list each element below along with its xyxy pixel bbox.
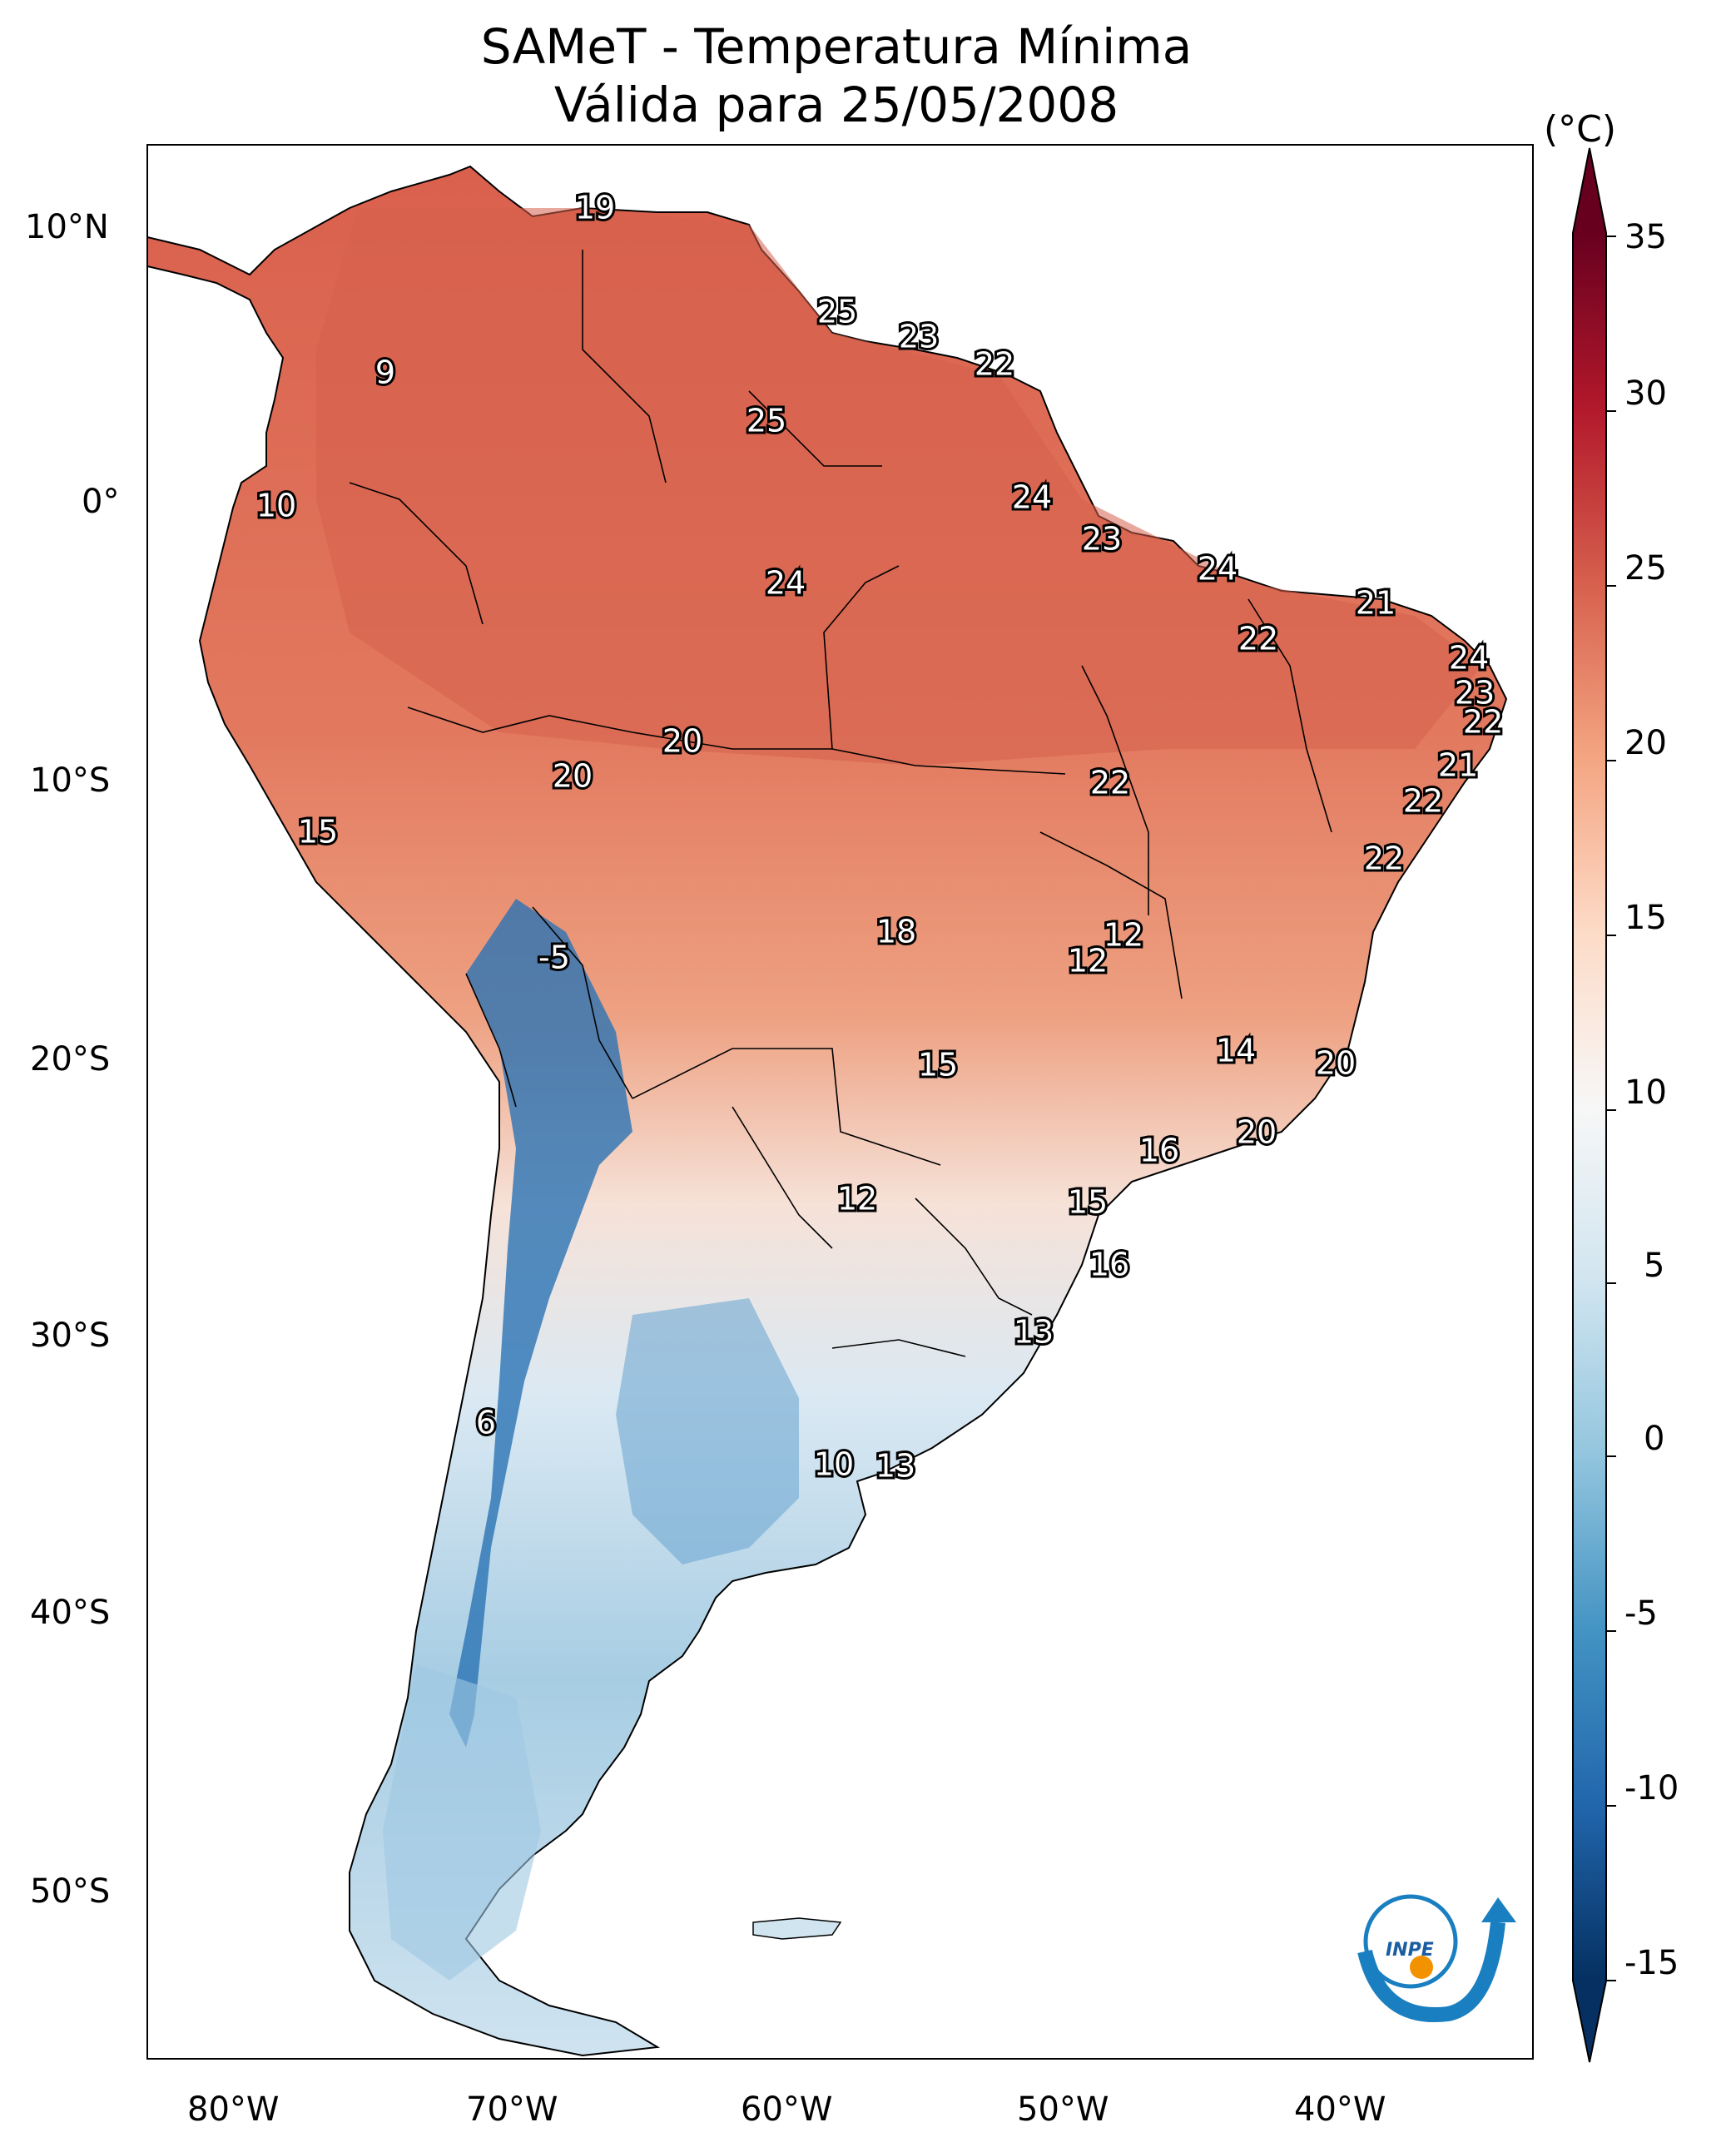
temperature-label: 12 <box>1068 943 1108 979</box>
colorbar-lower-extension <box>1573 1981 1606 2062</box>
temperature-label: 14 <box>1216 1033 1256 1069</box>
lon-tick-label: 70°W <box>466 2090 558 2129</box>
colorbar-ramp <box>1573 233 1606 1981</box>
colorbar-tick-label: 10 <box>1624 1074 1667 1112</box>
lon-tick-label: 80°W <box>187 2090 280 2129</box>
country-borders <box>349 250 1332 1357</box>
temperature-label: 10 <box>814 1446 854 1483</box>
temperature-label: 21 <box>1356 585 1396 622</box>
colorbar-tick-label: 25 <box>1624 549 1667 588</box>
temperature-label: 15 <box>298 814 338 850</box>
pampas-cool-region <box>616 1298 799 1564</box>
temperature-label: 25 <box>746 403 786 439</box>
warm-region <box>316 208 1481 766</box>
temperature-label: 13 <box>1014 1314 1054 1351</box>
inpe-logo: INPE <box>1357 1894 1516 2022</box>
colorbar-upper-extension <box>1573 148 1606 233</box>
lon-tick-label: 50°W <box>1017 2090 1109 2129</box>
map-subtitle: Válida para 25/05/2008 <box>553 77 1119 133</box>
temperature-label: 20 <box>662 723 702 760</box>
temperature-label: -5 <box>538 940 570 976</box>
inpe-logo-text: INPE <box>1386 1940 1434 1961</box>
temperature-label: 20 <box>553 758 593 795</box>
lat-tick-label: 0° <box>82 483 120 521</box>
temperature-label: 18 <box>876 914 916 950</box>
temperature-label: 22 <box>1403 783 1443 820</box>
lat-tick-label: 30°S <box>30 1316 111 1355</box>
temperature-label: 24 <box>1012 479 1052 516</box>
colorbar-tick-label: 0 <box>1644 1420 1665 1458</box>
lat-tick-label: 10°S <box>30 761 111 800</box>
temperature-label: 15 <box>918 1047 958 1083</box>
lat-tick-label: 10°N <box>25 208 109 246</box>
temperature-label: 20 <box>1237 1114 1277 1151</box>
patagonia-cool-region <box>383 1664 541 1981</box>
colorbar-tick-label: 30 <box>1624 374 1667 413</box>
temperature-label: 12 <box>837 1181 877 1217</box>
temperature-label: 23 <box>1455 675 1495 712</box>
temperature-label: 24 <box>1449 640 1489 677</box>
andes-cold-region <box>449 899 632 1748</box>
temperature-label: 22 <box>975 346 1014 383</box>
temperature-label: 22 <box>1090 765 1130 801</box>
temperature-label: 22 <box>1364 840 1404 877</box>
colorbar-unit-label: (°C) <box>1544 108 1617 151</box>
colorbar-outline <box>1572 147 1607 2063</box>
temperature-label: 16 <box>1089 1247 1129 1283</box>
temperature-label: 21 <box>1438 747 1478 784</box>
temperature-value-labels: 19 25 23 22 9 25 10 24 23 24 24 21 22 24… <box>254 187 1505 1487</box>
temperature-label: 24 <box>766 565 806 602</box>
temperature-label: 24 <box>1198 551 1238 588</box>
colorbar-tick-label: -15 <box>1624 1944 1679 1982</box>
temperature-label: 23 <box>1082 521 1122 558</box>
temperature-label: 9 <box>375 355 395 391</box>
temperature-label: 23 <box>899 319 939 355</box>
lat-tick-label: 40°S <box>30 1594 111 1632</box>
colorbar-ticks <box>1606 236 1616 1981</box>
temperature-label: 20 <box>1316 1045 1356 1082</box>
map-title: SAMeT - Temperatura Mínima <box>480 18 1193 75</box>
temperature-label: 22 <box>1238 621 1278 657</box>
colorbar-tick-label: 20 <box>1624 724 1667 762</box>
temperature-label: 15 <box>1068 1184 1108 1221</box>
temperature-label: 16 <box>1139 1133 1179 1169</box>
colorbar-tick-label: -5 <box>1624 1594 1658 1633</box>
lon-tick-label: 60°W <box>741 2090 833 2129</box>
temperature-label: 12 <box>1104 917 1143 954</box>
temperature-label: 19 <box>575 190 615 226</box>
temperature-label: 6 <box>476 1405 496 1441</box>
temperature-label: 22 <box>1463 704 1503 741</box>
temperature-label: 10 <box>256 488 296 524</box>
lat-tick-label: 20°S <box>30 1040 111 1078</box>
colorbar <box>1572 147 1616 2063</box>
temperature-label: 25 <box>817 294 857 330</box>
colorbar-tick-label: 35 <box>1624 218 1667 256</box>
lat-tick-label: 50°S <box>30 1872 111 1911</box>
temperature-label: 13 <box>875 1448 915 1485</box>
lon-tick-label: 40°W <box>1294 2090 1386 2129</box>
colorbar-tick-label: 5 <box>1644 1247 1665 1285</box>
colorbar-tick-label: 15 <box>1624 899 1667 937</box>
falkland-islands <box>752 1917 842 1940</box>
colorbar-tick-label: -10 <box>1624 1769 1679 1807</box>
